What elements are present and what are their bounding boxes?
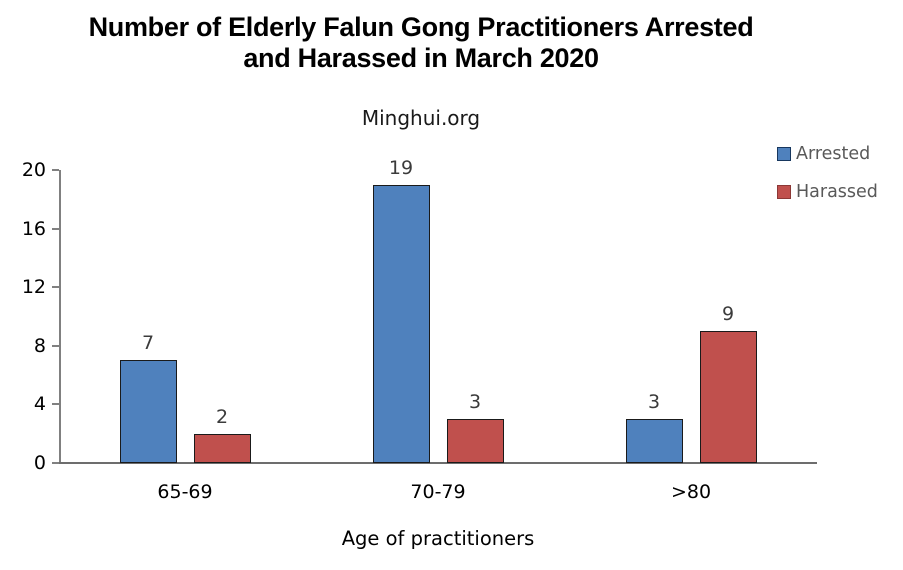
chart-title-line-1: Number of Elderly Falun Gong Practitione… [88,12,754,42]
chart-title-line-2: and Harassed in March 2020 [243,43,599,73]
y-tick-label: 12 [21,276,46,299]
legend-swatch-icon [777,147,791,161]
bar-value-label: 7 [141,332,155,355]
y-tick-mark [52,403,59,406]
legend-item-arrested: Arrested [777,144,878,164]
legend-label: Harassed [796,182,878,202]
y-tick-mark [52,344,59,347]
bar-harassed-70-79 [446,419,504,463]
chart-title: Number of Elderly Falun Gong Practitione… [0,12,842,74]
chart-subtitle: Minghui.org [361,106,481,130]
bar-value-label: 19 [388,156,414,179]
y-tick-label: 4 [33,393,46,416]
bar-arrested-65-69 [119,360,177,463]
bar-harassed-65-69 [193,433,251,463]
x-category-label: >80 [670,481,712,503]
bar-value-label: 9 [721,303,735,326]
bar-value-label: 3 [468,391,482,414]
y-tick-label: 20 [21,159,46,181]
bar-harassed->80 [699,331,757,463]
legend-item-harassed: Harassed [777,182,878,202]
y-tick-label: 8 [33,334,46,357]
legend: Arrested Harassed [777,144,878,220]
x-category-label: 70-79 [410,481,466,503]
y-tick-mark [52,227,59,230]
bar-arrested->80 [625,419,683,463]
x-category-label: 65-69 [157,481,213,503]
x-axis-line [59,462,817,464]
legend-label: Arrested [796,144,871,164]
y-axis-line [59,170,61,463]
y-tick-label: 0 [33,452,46,474]
x-axis-title: Age of practitioners [341,527,535,550]
y-tick-mark [52,169,59,171]
y-tick-mark [52,462,59,464]
bar-arrested-70-79 [372,184,430,463]
y-tick-mark [52,286,59,289]
legend-swatch-icon [777,185,791,199]
bar-value-label: 3 [647,391,661,414]
y-tick-label: 16 [21,217,46,240]
bar-value-label: 2 [215,405,229,428]
